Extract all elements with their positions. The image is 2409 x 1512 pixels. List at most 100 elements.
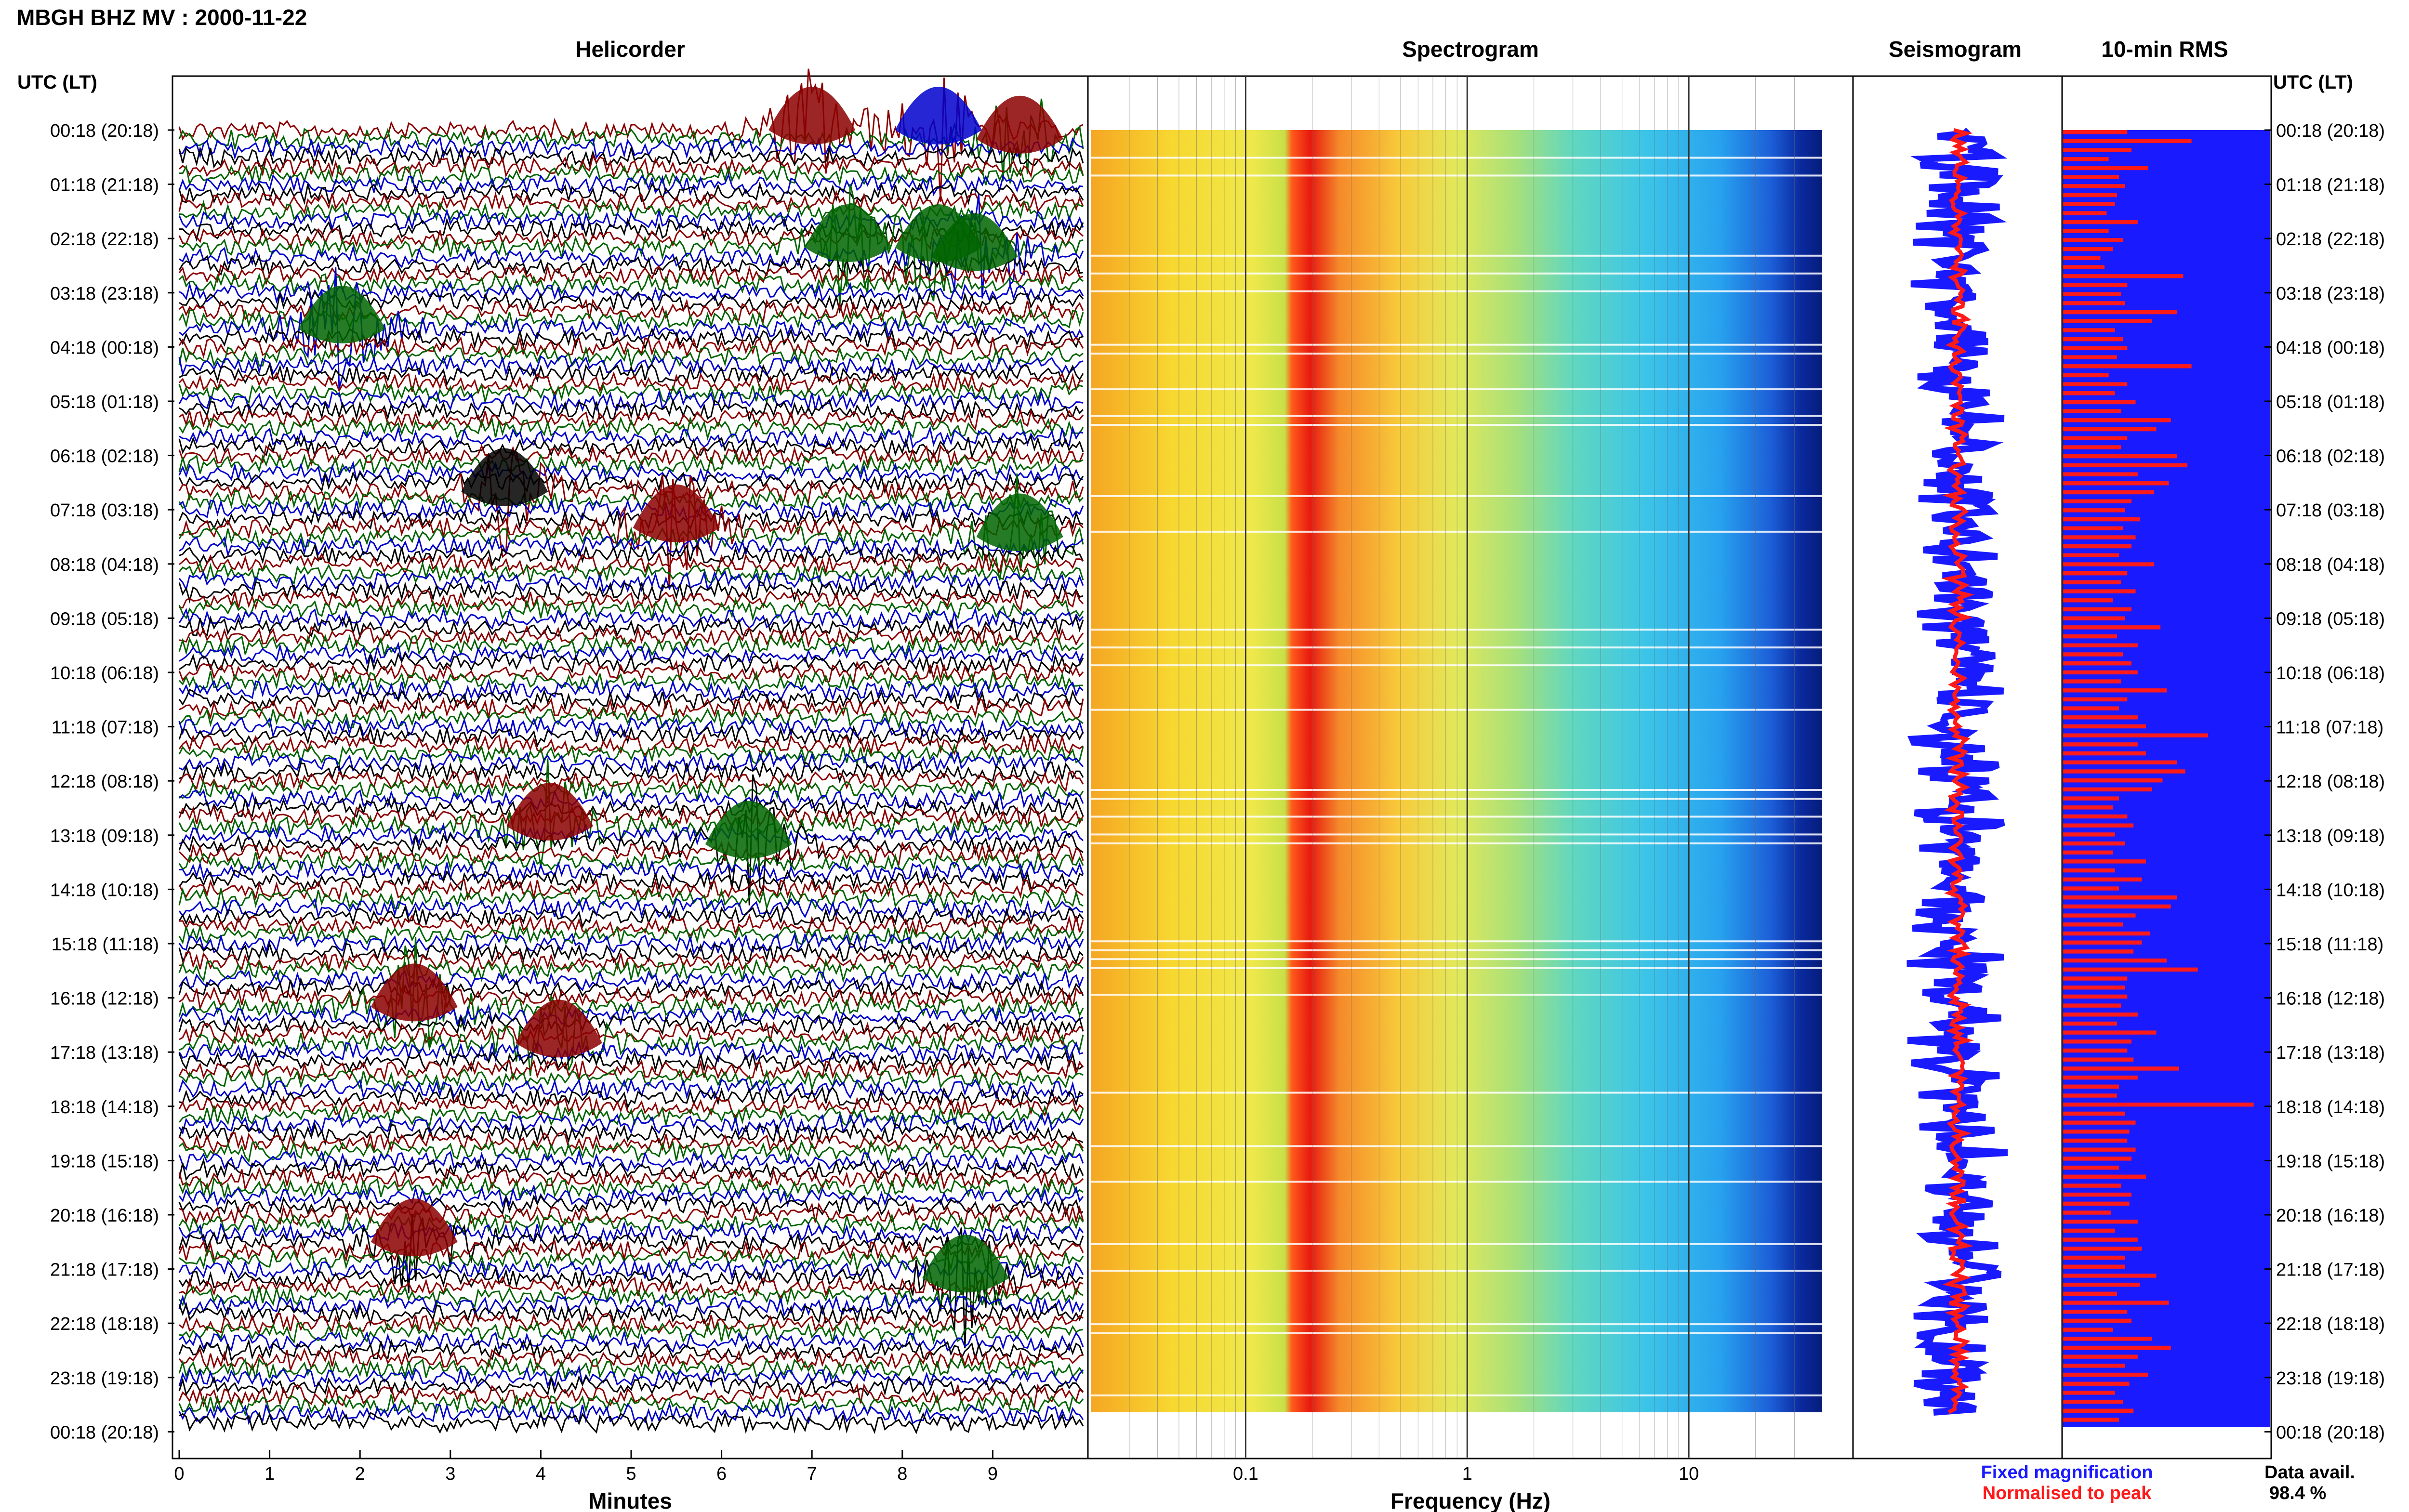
helicorder-trace	[178, 1078, 1084, 1100]
row-label-left: 17:18 (13:18)	[50, 1043, 159, 1063]
rms-bar	[2063, 355, 2117, 359]
spectrogram-gap	[1091, 815, 1822, 818]
helicorder-trace	[179, 859, 1084, 883]
rms-bar	[2063, 337, 2123, 342]
row-label-right: 02:18 (22:18)	[2276, 229, 2385, 250]
rms-bar	[2063, 517, 2140, 522]
helicorder-tick-label: 1	[265, 1464, 275, 1484]
helicorder-tick-label: 3	[445, 1464, 455, 1484]
rms-bar	[2063, 1391, 2115, 1395]
rms-bar	[2063, 760, 2177, 764]
helicorder-event	[805, 204, 892, 262]
helicorder-trace	[178, 335, 1084, 359]
row-label-left: 21:18 (17:18)	[50, 1260, 159, 1280]
row-label-right: 11:18 (07:18)	[2276, 718, 2383, 738]
rms-bar	[2063, 868, 2115, 873]
rms-bar	[2063, 409, 2121, 413]
helicorder-trace	[178, 878, 1084, 902]
spectrogram-panel: 0.1 1 10	[1087, 75, 1854, 1484]
row-label-right: 13:18 (09:18)	[2276, 826, 2385, 846]
row-label-left: 18:18 (14:18)	[50, 1097, 159, 1118]
rms-bar	[2063, 877, 2142, 881]
rms-bar	[2063, 571, 2128, 576]
helicorder-trace	[179, 552, 1084, 576]
helicorder-trace	[179, 625, 1084, 648]
helicorder-trace	[178, 606, 1084, 630]
rms-bar	[2063, 418, 2171, 422]
rms-bar	[2063, 1228, 2115, 1233]
rms-title: 10-min RMS	[2101, 37, 2228, 62]
rms-bar	[2063, 499, 2131, 503]
rms-bar	[2063, 1048, 2128, 1053]
row-label-left: 20:18 (16:18)	[50, 1206, 159, 1226]
spectrogram-gap	[1091, 353, 1822, 355]
spectrogram-gap	[1091, 646, 1822, 649]
row-label-right: 07:18 (03:18)	[2276, 500, 2385, 521]
row-label-right: 15:18 (11:18)	[2276, 934, 2383, 955]
rms-bar	[2063, 805, 2113, 810]
rms-bar	[2063, 733, 2208, 737]
time-axis-label-right: UTC (LT)	[2273, 72, 2353, 93]
rms-bar	[2063, 1120, 2136, 1125]
row-label-left: 14:18 (10:18)	[50, 880, 159, 900]
row-label-right: 17:18 (13:18)	[2276, 1043, 2385, 1063]
rms-bar	[2063, 1255, 2125, 1260]
row-label-right: 23:18 (19:18)	[2276, 1368, 2385, 1389]
helicorder-tick-label: 6	[716, 1464, 727, 1484]
rms-bar	[2063, 1408, 2134, 1413]
helicorder-trace	[179, 589, 1084, 612]
row-label-right: 21:18 (17:18)	[2276, 1260, 2385, 1280]
rms-bar	[2063, 850, 2113, 855]
row-label-right: 03:18 (23:18)	[2276, 284, 2385, 304]
helicorder-trace	[178, 1112, 1084, 1137]
helicorder-trace	[179, 1202, 1084, 1227]
spectrogram-gap	[1091, 789, 1822, 791]
helicorder-trace	[179, 913, 1084, 937]
rms-bar	[2063, 859, 2146, 864]
rms-bar	[2063, 769, 2185, 774]
spectrogram-gap	[1091, 833, 1822, 836]
spectrogram-gap	[1091, 174, 1822, 177]
spectrogram-x-ticks: 0.1 1 10	[1233, 1464, 1699, 1484]
helicorder-event	[506, 783, 594, 841]
helicorder-trace	[179, 996, 1084, 1076]
row-label-right: 00:18 (20:18)	[2276, 1422, 2385, 1443]
row-label-left: 02:18 (22:18)	[50, 229, 159, 250]
time-axis-label-left: UTC (LT)	[17, 72, 97, 93]
helicorder-event	[976, 493, 1063, 552]
helicorder-event	[768, 87, 856, 145]
row-label-right: 10:18 (06:18)	[2276, 663, 2385, 684]
helicorder-trace	[178, 263, 1084, 287]
seismogram-title: Seismogram	[1889, 37, 2022, 62]
row-label-left: 12:18 (08:18)	[50, 772, 159, 792]
spectrogram-gap	[1091, 530, 1822, 533]
helicorder-tick-label: 2	[355, 1464, 365, 1484]
row-label-left: 09:18 (05:18)	[50, 609, 159, 629]
row-label-right: 20:18 (16:18)	[2276, 1206, 2385, 1226]
helicorder-event	[461, 448, 548, 506]
row-label-left: 06:18 (02:18)	[50, 447, 159, 467]
helicorder-trace	[178, 1167, 1084, 1192]
helicorder-trace	[178, 1402, 1084, 1426]
helicorder-trace	[178, 416, 1084, 441]
rms-bar	[2063, 220, 2138, 224]
helicorder-trace	[179, 652, 1084, 675]
row-label-left: 04:18 (00:18)	[50, 338, 159, 358]
page-title: MBGH BHZ MV : 2000-11-22	[16, 5, 307, 30]
rms-bar	[2063, 1354, 2138, 1359]
rms-bar	[2063, 1174, 2146, 1179]
row-label-right: 18:18 (14:18)	[2276, 1097, 2385, 1118]
helicorder-trace	[178, 897, 1084, 920]
helicorder-trace	[178, 1157, 1084, 1183]
helicorder-trace	[178, 380, 1084, 405]
row-label-right: 04:18 (00:18)	[2276, 338, 2385, 358]
spectrogram-tick-label: 0.1	[1233, 1464, 1258, 1484]
helicorder-trace	[178, 471, 1084, 495]
rms-bar	[2063, 1291, 2117, 1296]
rms-bar	[2063, 400, 2136, 405]
rms-panel	[2061, 75, 2272, 1459]
rms-bar	[2063, 562, 2155, 566]
helicorder-trace	[179, 697, 1084, 721]
rms-bar	[2063, 679, 2121, 684]
